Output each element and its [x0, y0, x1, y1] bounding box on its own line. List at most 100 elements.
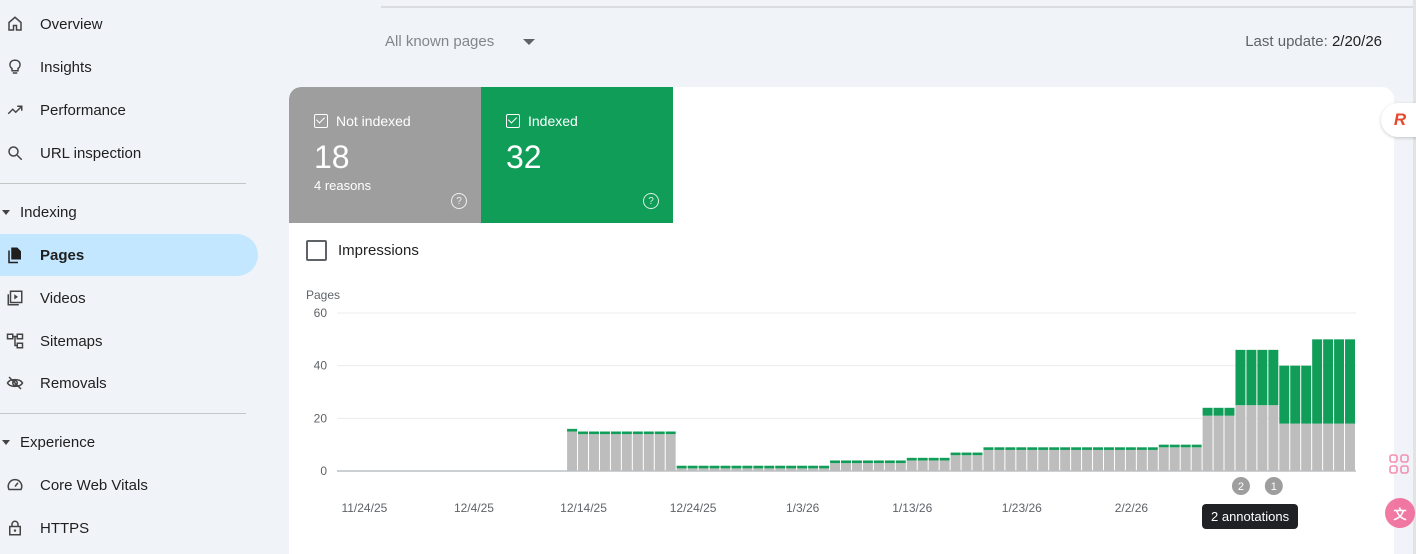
sidebar-item-performance[interactable]: Performance [0, 89, 258, 131]
bar-indexed [665, 431, 676, 435]
bar-indexed [742, 465, 753, 469]
bar-indexed [764, 465, 775, 469]
bar-indexed [1301, 365, 1312, 424]
bar-indexed [1213, 407, 1224, 416]
extension-r-icon[interactable]: R [1381, 103, 1416, 137]
bar-indexed [687, 465, 698, 469]
bar-not-indexed [742, 468, 753, 471]
bar-not-indexed [1224, 415, 1235, 471]
bar-indexed [983, 447, 994, 450]
not-indexed-checkbox[interactable] [314, 114, 328, 128]
sidebar-item-label: HTTPS [40, 519, 90, 537]
help-icon[interactable]: ? [643, 193, 659, 209]
bar-not-indexed [1125, 449, 1136, 471]
sidebar-item-url-inspection[interactable]: URL inspection [0, 132, 258, 174]
indexed-tile[interactable]: Indexed 32 ? [481, 87, 673, 223]
x-tick-label: 2/2/26 [1115, 501, 1149, 515]
indexed-checkbox[interactable] [506, 114, 520, 128]
bar-not-indexed [687, 468, 698, 471]
annotation-marker-circle[interactable] [1231, 477, 1250, 495]
bar-not-indexed [950, 455, 961, 471]
impressions-toggle[interactable]: Impressions [306, 240, 419, 261]
bar-not-indexed [1038, 449, 1049, 471]
bar-indexed [1268, 349, 1279, 406]
not-indexed-label: Not indexed [336, 113, 411, 129]
apps-grid-icon[interactable] [1388, 453, 1410, 475]
dropdown-arrow-icon [523, 38, 536, 45]
sidebar-item-pages[interactable]: Pages [0, 234, 258, 276]
bar-indexed [841, 460, 851, 464]
caret-down-icon [2, 439, 10, 445]
section-label: Experience [20, 433, 96, 451]
annotation-marker[interactable]: 2 [1231, 477, 1250, 495]
bar-indexed [1158, 444, 1169, 448]
bar-not-indexed [753, 468, 764, 471]
bar-indexed [830, 460, 841, 464]
scrollbar-track[interactable] [1413, 0, 1416, 554]
bar-not-indexed [1158, 447, 1169, 471]
bar-not-indexed [884, 463, 895, 471]
bar-indexed [1114, 447, 1125, 450]
annotation-marker-count: 2 [1238, 481, 1244, 493]
bar-indexed [567, 428, 578, 432]
filter-label: All known pages [385, 33, 495, 50]
sidebar-item-insights[interactable]: Insights [0, 46, 258, 88]
help-icon[interactable]: ? [451, 193, 467, 209]
x-tick-label: 12/14/25 [560, 501, 607, 515]
not-indexed-tile[interactable]: Not indexed 18 4 reasons ? [289, 87, 481, 223]
sidebar-item-removals[interactable]: Removals [0, 362, 258, 404]
pages-icon [5, 245, 25, 265]
x-tick-label: 11/24/25 [341, 501, 387, 515]
bar-indexed [917, 457, 928, 461]
bar-indexed [950, 452, 961, 456]
annotation-marker-circle[interactable] [1264, 477, 1283, 495]
bar-indexed [775, 465, 786, 469]
bar-not-indexed [1345, 423, 1355, 471]
translate-icon[interactable]: 文 [1385, 498, 1415, 528]
bar-indexed [797, 465, 808, 469]
sidebar-item-label: Sitemaps [40, 332, 103, 350]
last-update-label: Last update: [1245, 33, 1328, 50]
sidebar-item-sitemaps[interactable]: Sitemaps [0, 320, 258, 362]
sidebar-item-label: Core Web Vitals [40, 476, 148, 494]
bar-indexed [1246, 349, 1257, 406]
x-tick-label: 1/23/26 [1002, 501, 1042, 515]
impressions-checkbox[interactable] [306, 240, 327, 261]
sidebar-item-core-web-vitals[interactable]: Core Web Vitals [0, 464, 258, 506]
bar-indexed [906, 457, 917, 461]
bar-indexed [621, 431, 632, 435]
bar-not-indexed [1202, 415, 1213, 471]
sidebar-divider [0, 413, 246, 414]
section-label: Indexing [20, 203, 77, 221]
bar-indexed [1257, 349, 1268, 406]
bar-indexed [1202, 407, 1213, 416]
y-tick-label: 0 [320, 464, 327, 478]
bar-not-indexed [983, 449, 994, 471]
sidebar-item-overview[interactable]: Overview [0, 3, 258, 45]
home-icon [5, 14, 25, 34]
trending-up-icon [5, 100, 25, 120]
sidebar-item-https[interactable]: HTTPS [0, 507, 258, 549]
bar-not-indexed [786, 468, 797, 471]
bar-indexed [873, 460, 884, 464]
bar-not-indexed [654, 434, 665, 471]
sidebar-section-experience[interactable]: Experience [0, 427, 95, 457]
sidebar-section-indexing[interactable]: Indexing [0, 197, 77, 227]
bar-not-indexed [1257, 405, 1268, 471]
annotation-marker[interactable]: 1 [1264, 477, 1283, 495]
bar-indexed [731, 465, 742, 469]
bar-not-indexed [621, 434, 632, 471]
y-axis-label: Pages [306, 288, 340, 302]
sidebar: Overview Insights Performance URL inspec… [0, 0, 270, 554]
bar-not-indexed [873, 463, 884, 471]
sidebar-item-videos[interactable]: Videos [0, 277, 258, 319]
page-filter-dropdown[interactable]: All known pages [385, 33, 536, 50]
lightbulb-icon [5, 57, 25, 77]
bar-not-indexed [1147, 449, 1158, 471]
bar-not-indexed [797, 468, 808, 471]
bar-indexed [1016, 447, 1027, 450]
bar-indexed [895, 460, 906, 464]
last-update-value: 2/20/26 [1331, 33, 1382, 50]
bar-not-indexed [1180, 447, 1191, 471]
bar-indexed [698, 465, 709, 469]
